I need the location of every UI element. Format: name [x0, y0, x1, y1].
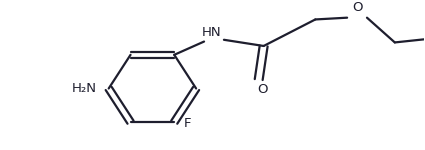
Text: F: F	[184, 117, 192, 130]
Text: H₂N: H₂N	[72, 82, 97, 95]
Text: O: O	[352, 1, 362, 14]
Text: O: O	[258, 83, 268, 96]
Text: HN: HN	[202, 26, 222, 39]
